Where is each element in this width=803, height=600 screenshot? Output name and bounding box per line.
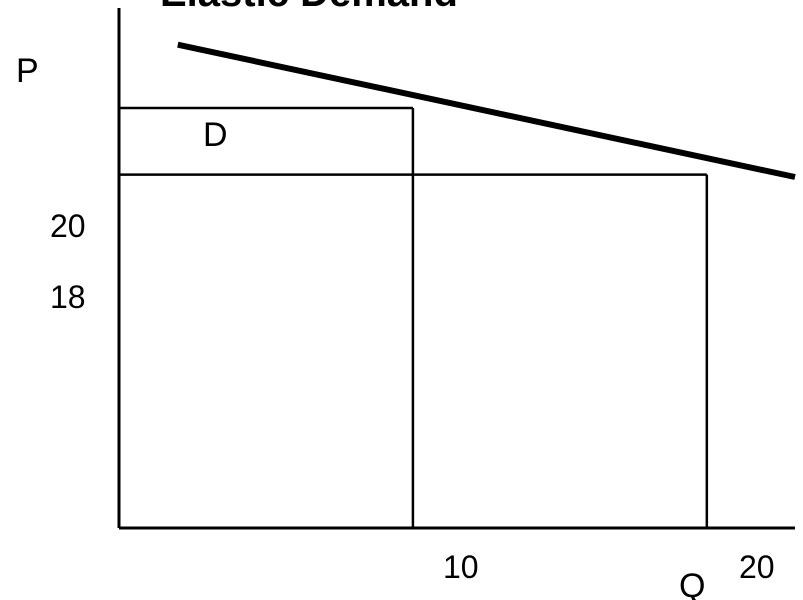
y-axis-label: P (16, 52, 39, 90)
x-axis-label: Q (679, 567, 705, 600)
y-tick-label-20: 20 (50, 208, 86, 244)
x-tick-label-10: 10 (443, 549, 479, 585)
x-tick-label-20: 20 (739, 549, 775, 585)
series-label-d: D (203, 116, 228, 154)
series-line-d (177, 41, 796, 180)
y-tick-label-18: 18 (50, 279, 86, 315)
chart-title: Elastic Demand (160, 0, 458, 15)
